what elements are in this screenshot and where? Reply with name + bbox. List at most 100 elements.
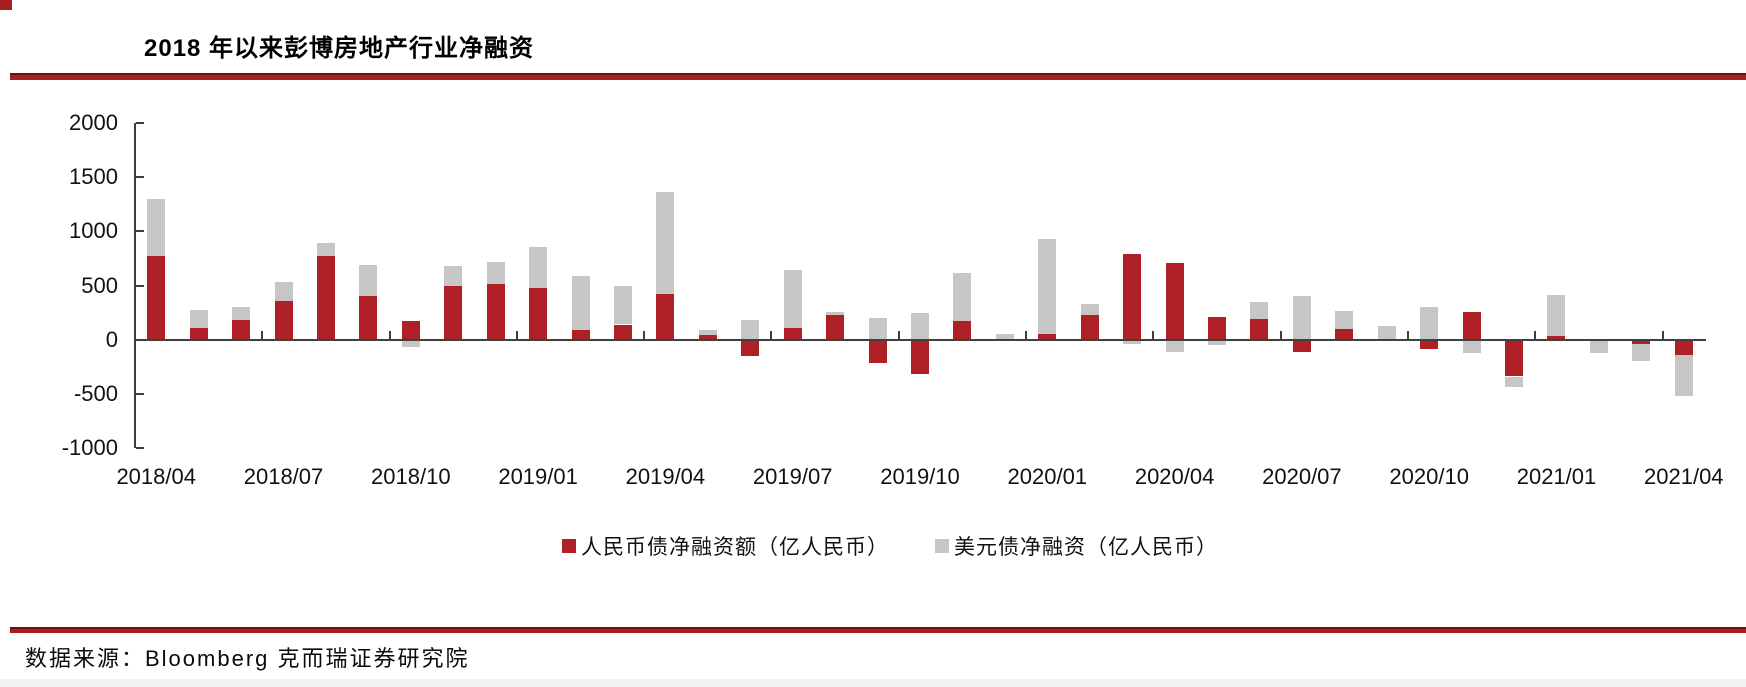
x-axis-label: 2019/07: [752, 464, 833, 489]
rmb-bar-segment: [1420, 339, 1439, 349]
usd-bar-segment: [911, 313, 929, 340]
rmb-bar-segment: [741, 339, 760, 357]
usd-bar-segment: [656, 192, 675, 294]
bottom-strip: [0, 679, 1746, 687]
x-axis-line: [134, 338, 1706, 341]
usd-bar-segment: [1080, 304, 1099, 316]
rmb-bar-segment: [1632, 339, 1651, 344]
y-axis-tick: [136, 284, 144, 287]
x-axis-tick: [388, 330, 391, 340]
legend-item-usd: 美元债净融资（亿人民币）: [935, 531, 1218, 561]
usd-bar-segment: [401, 339, 420, 348]
usd-bar-segment: [1208, 339, 1227, 345]
usd-bar-segment: [1250, 301, 1269, 319]
usd-bar-segment: [444, 266, 463, 287]
x-axis-tick: [1661, 330, 1664, 340]
rmb-bar-segment: [826, 315, 845, 340]
x-axis-tick: [1534, 330, 1537, 340]
usd-bar-segment: [1632, 344, 1651, 361]
rmb-bar-segment: [783, 327, 802, 340]
rmb-bar-segment: [698, 335, 717, 340]
chart-title: 2018 年以来彭博房地产行业净融资: [144, 35, 535, 62]
usd-bar-segment: [1547, 295, 1566, 337]
rmb-bar-segment: [613, 324, 632, 340]
rmb-series-swatch-icon: [562, 539, 576, 553]
x-axis-label: 2019/01: [498, 464, 578, 489]
usd-bar-segment: [1292, 296, 1311, 340]
usd-bar-segment: [1674, 354, 1693, 396]
rmb-bar-segment: [1335, 329, 1354, 340]
x-axis-label: 2020/10: [1389, 464, 1469, 489]
x-axis-tick: [261, 330, 264, 340]
x-axis-tick: [1152, 330, 1155, 340]
usd-bar-segment: [1038, 238, 1057, 334]
rmb-series-label: 人民币债净融资额（亿人民币）: [581, 536, 889, 559]
usd-bar-segment: [995, 333, 1014, 340]
usd-bar-segment: [274, 282, 293, 302]
rmb-bar-segment: [147, 256, 166, 340]
rmb-bar-segment: [444, 286, 463, 340]
rmb-bar-segment: [1462, 311, 1481, 340]
x-axis-tick: [897, 330, 900, 340]
usd-bar-segment: [1335, 310, 1354, 330]
usd-bar-segment: [147, 198, 166, 257]
rmb-bar-segment: [1038, 333, 1057, 340]
y-axis-tick: [136, 230, 144, 233]
rmb-bar-segment: [1674, 339, 1693, 355]
usd-bar-segment: [1589, 339, 1608, 354]
x-axis-tick: [1025, 330, 1028, 340]
x-axis-tick: [1406, 330, 1409, 340]
rmb-bar-segment: [232, 320, 251, 340]
y-axis-label: 0: [105, 326, 118, 352]
usd-bar-segment: [1123, 339, 1142, 344]
rmb-bar-segment: [401, 321, 420, 340]
y-axis-label: 500: [81, 272, 118, 298]
rmb-bar-segment: [486, 284, 505, 340]
usd-series-swatch-icon: [935, 539, 949, 553]
usd-bar-segment: [529, 246, 548, 288]
data-source: 数据来源：Bloomberg 克而瑞证券研究院: [25, 646, 470, 671]
usd-bar-segment: [953, 273, 972, 321]
corner-red-mark: [0, 0, 12, 10]
rmb-bar-segment: [911, 339, 929, 375]
x-axis-tick: [1279, 330, 1282, 340]
x-axis-tick: [643, 330, 646, 340]
rmb-bar-segment: [1208, 316, 1227, 340]
usd-bar-segment: [189, 309, 208, 328]
top-divider: [10, 73, 1746, 80]
rmb-bar-segment: [1080, 315, 1099, 340]
y-axis-label: 2000: [69, 110, 118, 135]
x-axis-label: 2018/10: [371, 464, 451, 489]
usd-bar-segment: [1165, 339, 1184, 353]
usd-bar-segment: [613, 286, 632, 325]
y-axis-tick: [136, 176, 144, 179]
x-axis-label: 2021/01: [1516, 464, 1597, 489]
rmb-bar-segment: [529, 287, 548, 340]
rmb-bar-segment: [1547, 336, 1566, 340]
rmb-bar-segment: [868, 339, 887, 363]
usd-bar-segment: [359, 264, 378, 297]
usd-bar-segment: [486, 261, 505, 285]
usd-bar-segment: [783, 270, 802, 328]
y-axis-label: 1000: [69, 218, 118, 244]
usd-bar-segment: [1505, 376, 1524, 388]
y-axis-line: [134, 123, 136, 448]
rmb-bar-segment: [359, 296, 378, 340]
x-axis-tick: [770, 330, 773, 340]
rmb-bar-segment: [274, 301, 293, 340]
rmb-bar-segment: [1123, 254, 1142, 340]
rmb-bar-segment: [1250, 318, 1269, 340]
usd-bar-segment: [1377, 326, 1396, 339]
usd-series-label: 美元债净融资（亿人民币）: [954, 536, 1218, 559]
bottom-divider: [10, 627, 1746, 633]
usd-bar-segment: [1462, 339, 1481, 354]
x-axis-label: 2020/07: [1262, 464, 1342, 489]
rmb-bar-segment: [1292, 339, 1311, 353]
usd-bar-segment: [316, 243, 335, 257]
rmb-bar-segment: [656, 293, 675, 340]
rmb-bar-segment: [189, 327, 208, 340]
usd-bar-segment: [741, 319, 760, 340]
usd-bar-segment: [571, 275, 590, 330]
